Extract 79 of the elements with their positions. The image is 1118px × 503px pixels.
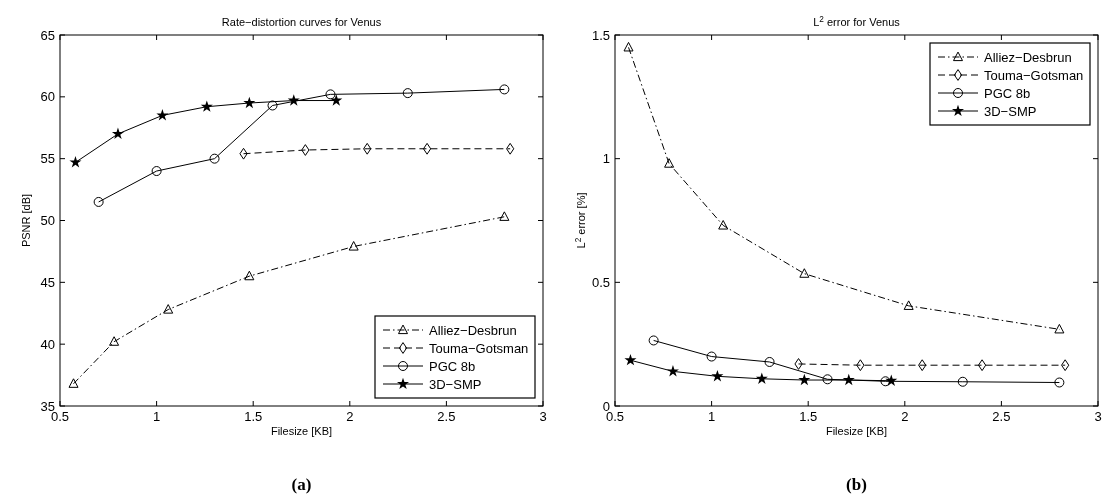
point	[822, 374, 833, 385]
point	[648, 335, 659, 346]
point	[1054, 323, 1065, 334]
x-tick-label: 2	[346, 409, 354, 424]
point	[755, 372, 768, 384]
legend-label: Touma−Gotsman	[984, 68, 1084, 83]
x-tick-label: 1.5	[799, 409, 818, 424]
x-tick-label: 2	[901, 409, 909, 424]
point	[764, 356, 775, 367]
legend-label: Alliez−Desbrun	[429, 323, 517, 338]
point	[151, 166, 162, 177]
point	[624, 353, 637, 366]
legend-label: PGC 8b	[984, 86, 1031, 101]
point	[287, 94, 300, 106]
point	[111, 127, 124, 140]
point	[325, 89, 336, 100]
point	[200, 100, 213, 112]
point	[1054, 377, 1065, 388]
point	[977, 359, 987, 372]
legend-label: 3D−SMP	[984, 104, 1037, 119]
legend-label: Alliez−Desbrun	[984, 50, 1072, 65]
point	[348, 241, 359, 251]
chart-title: Rate−distortion curves for Venus	[221, 16, 382, 28]
y-tick-label: 65	[40, 27, 55, 43]
point	[718, 220, 729, 230]
point	[799, 268, 810, 278]
chart-title: L$^{2}$ error for Venus	[813, 14, 901, 28]
point	[109, 336, 120, 346]
point	[842, 373, 855, 386]
y-tick-label: 1.5	[591, 27, 610, 43]
text: (b)	[846, 475, 867, 494]
x-tick-label: 2.5	[992, 409, 1011, 424]
x-tick-label: 3	[1094, 409, 1102, 424]
point	[711, 369, 724, 382]
point	[623, 41, 634, 52]
point	[68, 378, 79, 388]
legend-label: PGC 8b	[429, 359, 476, 374]
point	[798, 373, 811, 386]
point	[666, 365, 679, 377]
point	[794, 358, 803, 370]
point	[957, 376, 968, 387]
x-axis-title: Filesize [KB]	[825, 425, 888, 437]
legend-label: Touma−Gotsman	[429, 341, 529, 356]
x-tick-label: 2.5	[437, 409, 456, 424]
point	[499, 211, 510, 221]
y-tick-label: 45	[40, 274, 55, 290]
x-tick-label: 1.5	[244, 409, 263, 424]
y-tick-label: 55	[40, 151, 55, 167]
y-axis-title: PSNR [dB]	[20, 193, 32, 248]
x-tick-label: 1	[707, 409, 716, 424]
x-tick-label: 1	[152, 409, 161, 424]
point	[163, 304, 174, 314]
x-tick-label: 0.5	[50, 409, 70, 424]
point	[402, 88, 413, 99]
y-tick-label: 0.5	[591, 274, 610, 290]
point	[244, 270, 255, 281]
point	[243, 96, 256, 109]
point	[903, 300, 914, 310]
point	[885, 374, 898, 386]
x-axis-title: Filesize [KB]	[270, 425, 333, 437]
point	[880, 376, 891, 387]
point	[209, 153, 220, 164]
point	[330, 94, 343, 106]
point	[301, 144, 310, 156]
point	[706, 351, 717, 362]
point	[499, 84, 510, 95]
y-tick-label: 60	[40, 89, 55, 105]
point	[93, 196, 104, 207]
x-tick-label: 3	[539, 409, 547, 424]
y-tick-label: 40	[40, 336, 55, 352]
point	[664, 158, 675, 168]
point	[69, 156, 82, 168]
y-tick-label: 50	[40, 213, 55, 228]
legend-label: 3D−SMP	[429, 377, 482, 392]
point	[422, 142, 432, 155]
y-tick-label: 1	[602, 151, 610, 167]
point	[267, 100, 278, 111]
text: (a)	[291, 475, 312, 494]
point	[156, 109, 169, 121]
